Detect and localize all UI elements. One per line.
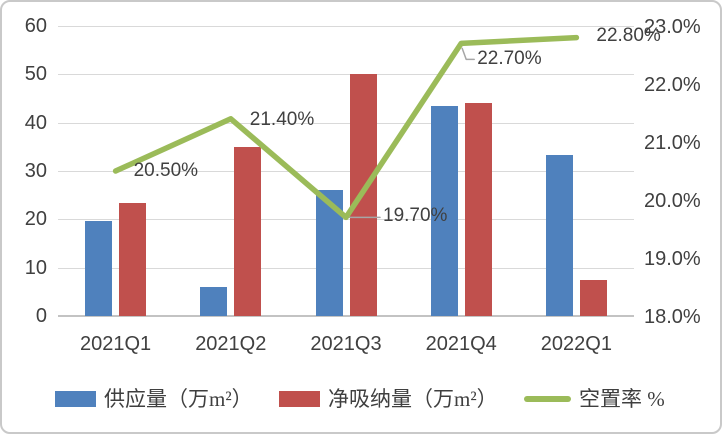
vacancy-point-label-2022Q1: 22.80%: [596, 24, 661, 46]
absorption-bar-2021Q2: [234, 146, 262, 316]
x-axis-label-2021Q4: 2021Q4: [425, 333, 497, 355]
vacancy-point-label-2021Q1: 20.50%: [133, 160, 199, 181]
x-axis-label-2021Q3: 2021Q3: [310, 333, 382, 355]
right-axis-tick: 21.0%: [644, 132, 701, 154]
right-axis-tick: 18.0%: [644, 306, 701, 328]
right-axis-tick: 23.0%: [644, 16, 701, 38]
x-axis-label-2021Q1: 2021Q1: [80, 333, 152, 355]
vacancy-point-label-2021Q2: 21.40%: [249, 108, 315, 130]
gridline: [58, 267, 634, 269]
vacancy-point-label-2021Q4: 22.70%: [477, 48, 542, 70]
legend-item-absorption: 净吸纳量（万m²）: [279, 387, 498, 411]
x-axis-label-2022Q1: 2022Q1: [540, 333, 612, 355]
left-axis-tick: 50: [24, 63, 47, 86]
right-axis-tick: 20.0%: [644, 190, 701, 212]
left-axis-tick: 30: [24, 160, 47, 182]
right-axis-tick: 22.0%: [644, 74, 701, 96]
vacancy-point-label-2021Q3: 19.70%: [383, 205, 448, 227]
left-axis-tick: 20: [24, 208, 47, 231]
absorption-bar-2021Q4: [464, 103, 492, 316]
x-axis-label-2021Q2: 2021Q2: [195, 333, 267, 355]
absorption-legend-label: 净吸纳量（万m²）: [328, 387, 498, 411]
gridline: [58, 122, 634, 124]
absorption-bar-2022Q1: [579, 279, 607, 316]
supply-bar-2021Q2: [200, 287, 228, 316]
supply-legend-swatch: [55, 391, 96, 407]
gridline: [58, 74, 634, 76]
supply-bar-2021Q3: [315, 190, 343, 316]
left-axis-tick: 60: [24, 15, 47, 37]
absorption-bar-2021Q1: [119, 203, 147, 316]
legend-item-supply: 供应量（万m²）: [55, 387, 253, 411]
left-axis-tick: 0: [35, 305, 47, 327]
supply-legend-label: 供应量（万m²）: [104, 387, 253, 411]
x-axis-line: [58, 315, 634, 317]
vacancy-legend-label: 空置率 %: [579, 387, 665, 411]
supply-bar-2022Q1: [545, 154, 573, 316]
leader-line-22-70: [461, 47, 475, 61]
absorption-bar-2021Q3: [349, 74, 377, 316]
gridline: [58, 26, 634, 27]
legend-item-vacancy: 空置率 %: [524, 387, 665, 411]
left-axis-tick: 10: [24, 256, 47, 279]
vacancy-legend-swatch: [524, 396, 571, 402]
left-axis-tick: 40: [24, 111, 47, 134]
absorption-legend-swatch: [279, 391, 320, 407]
supply-bar-2021Q1: [85, 221, 113, 316]
right-axis-tick: 19.0%: [644, 248, 701, 270]
